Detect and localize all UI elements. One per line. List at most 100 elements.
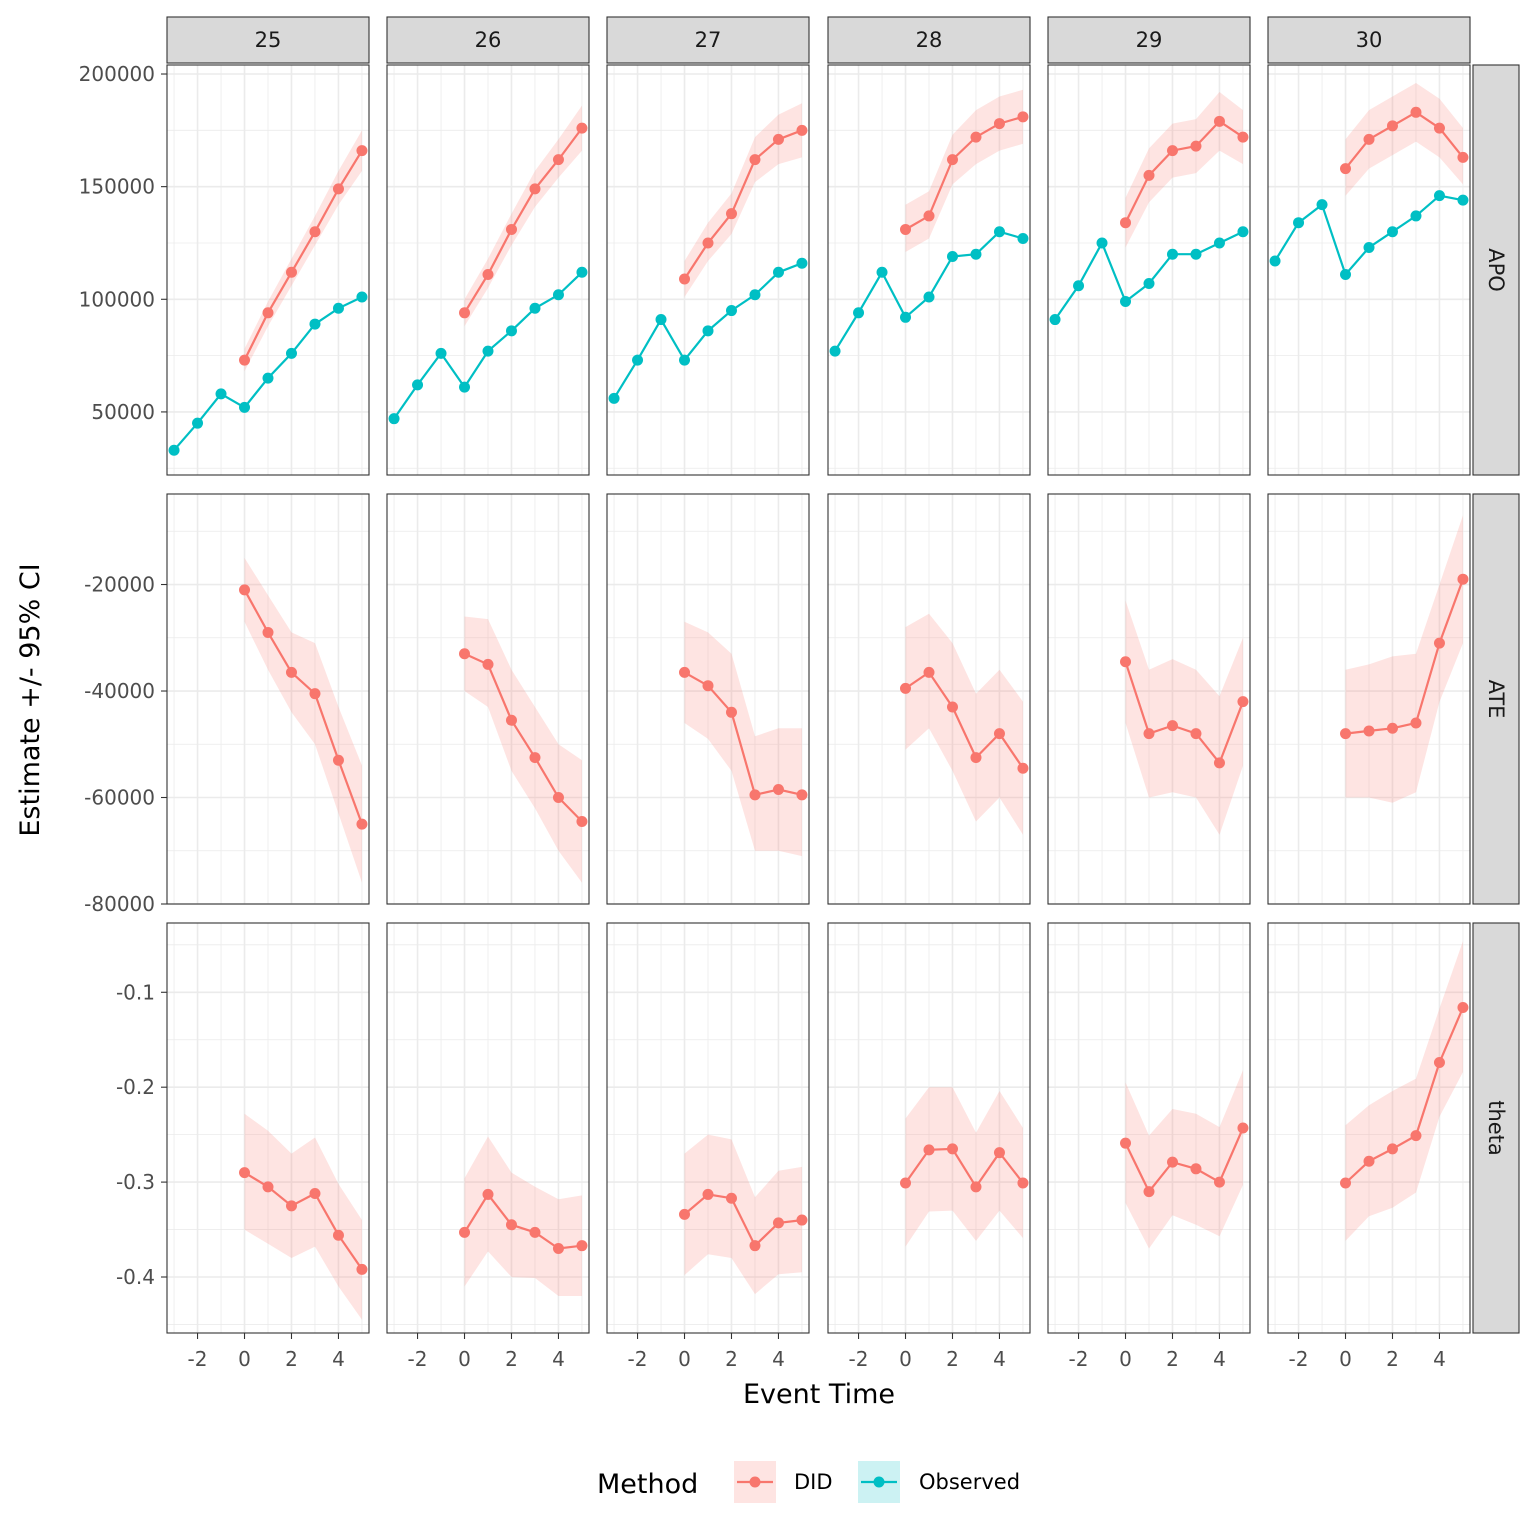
did-point (796, 789, 808, 801)
panel-border (1267, 922, 1471, 1334)
did-point (482, 269, 494, 281)
did-point (262, 307, 274, 319)
x-tick-label: 0 (1339, 1347, 1352, 1371)
did-point (309, 226, 321, 238)
legend-key-observed-point (873, 1476, 885, 1488)
did-point (576, 122, 588, 134)
observed-point (655, 314, 667, 326)
panel-border (166, 493, 370, 905)
x-tick-label: 4 (332, 1347, 345, 1371)
did-point (285, 666, 297, 678)
observed-point (1269, 255, 1281, 267)
panel-border (1267, 64, 1471, 476)
y-tick-label: 200000 (79, 62, 155, 86)
observed-point (853, 307, 865, 319)
did-point (356, 818, 368, 830)
y-axis-title: Estimate +/- 95% CI (15, 563, 46, 836)
did-point (900, 682, 912, 694)
did-point (946, 701, 958, 713)
did-point (576, 1240, 588, 1252)
y-tick-label: -60000 (84, 786, 155, 810)
observed-point (608, 392, 620, 404)
did-point (332, 183, 344, 195)
did-point (356, 1263, 368, 1275)
did-point (1363, 133, 1375, 145)
did-point (1190, 1163, 1202, 1175)
did-point (1410, 1130, 1422, 1142)
observed-point (1073, 280, 1085, 292)
did-point (970, 131, 982, 143)
did-ci-band (244, 1113, 362, 1320)
did-point (552, 1243, 564, 1255)
did-point (1213, 1176, 1225, 1188)
did-point (309, 1187, 321, 1199)
observed-point (332, 302, 344, 314)
row-strip-ate: ATE (1472, 493, 1520, 905)
did-point (1386, 1143, 1398, 1155)
observed-point (772, 266, 784, 278)
did-point (679, 273, 691, 285)
did-ci-band (464, 616, 582, 883)
did-point (332, 754, 344, 766)
did-point (1386, 722, 1398, 734)
x-tick-label: -2 (849, 1347, 869, 1371)
observed-point (435, 347, 447, 359)
did-point (262, 1181, 274, 1193)
x-tick-label: -2 (628, 1347, 648, 1371)
observed-point (725, 305, 737, 317)
observed-point (1386, 226, 1398, 238)
did-point (1237, 1122, 1249, 1134)
did-point (482, 658, 494, 670)
observed-point (1096, 237, 1108, 249)
row-strip-label: ATE (1484, 680, 1508, 719)
did-point (1363, 1155, 1375, 1167)
panel-theta-28 (827, 922, 1031, 1334)
did-point (309, 688, 321, 700)
did-point (946, 154, 958, 166)
x-tick-label: 0 (458, 1347, 471, 1371)
observed-point (412, 379, 424, 391)
did-point (923, 666, 935, 678)
x-tick-label: 0 (238, 1347, 251, 1371)
did-point (239, 584, 251, 596)
x-tick-label: 0 (899, 1347, 912, 1371)
did-ci-band (1125, 1070, 1243, 1249)
did-point (1120, 217, 1132, 229)
column-strip-25: 25 (166, 16, 370, 64)
observed-point (529, 302, 541, 314)
x-tick-label: 2 (725, 1347, 738, 1371)
panel-apo-27 (606, 64, 810, 476)
did-point (1386, 120, 1398, 132)
did-point (1410, 106, 1422, 118)
panel-border (1047, 922, 1251, 1334)
did-point (970, 1181, 982, 1193)
did-point (459, 1226, 471, 1238)
observed-point (1166, 248, 1178, 260)
did-line (243, 150, 363, 361)
did-ci-band (1345, 83, 1463, 196)
did-line (1344, 111, 1464, 170)
did-point (1120, 1137, 1132, 1149)
did-point (679, 666, 691, 678)
did-point (1017, 762, 1029, 774)
observed-point (576, 266, 588, 278)
panel-theta-30 (1267, 922, 1471, 1334)
observed-point (1017, 232, 1029, 244)
column-strip-27: 27 (606, 16, 810, 64)
did-point (1143, 728, 1155, 740)
did-ci-band (464, 1136, 582, 1296)
panel-border (827, 64, 1031, 476)
legend-label-observed: Observed (919, 1470, 1020, 1494)
panel-theta-27 (606, 922, 810, 1334)
did-point (459, 307, 471, 319)
column-strip-label: 28 (916, 28, 943, 52)
observed-point (749, 289, 761, 301)
did-point (239, 354, 251, 366)
did-line (904, 1147, 1024, 1189)
observed-point (215, 388, 227, 400)
y-tick-label: 150000 (79, 175, 155, 199)
observed-point (632, 354, 644, 366)
did-point (1190, 728, 1202, 740)
y-tick-label: -80000 (84, 892, 155, 916)
observed-point (285, 347, 297, 359)
